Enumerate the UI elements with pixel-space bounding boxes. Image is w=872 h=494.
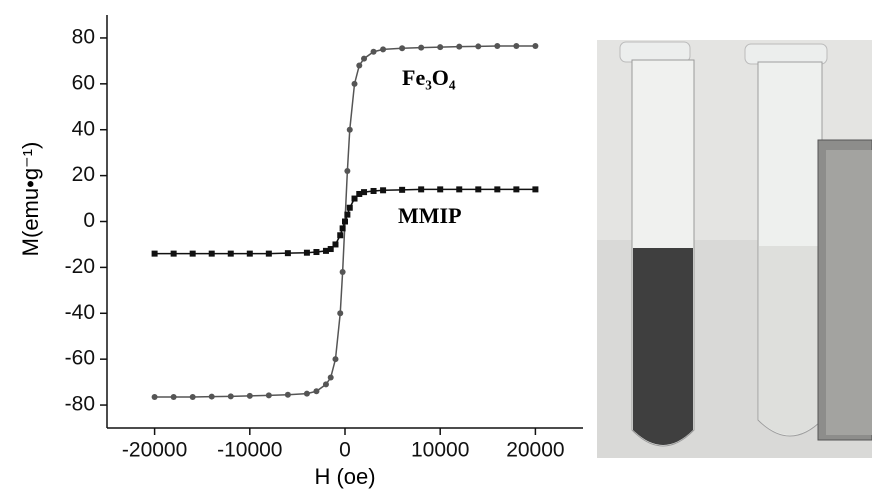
point — [246, 392, 253, 399]
point — [284, 391, 291, 398]
point — [327, 246, 334, 253]
point — [475, 186, 482, 193]
series-label: Fe₃O₄ — [402, 65, 456, 90]
y-axis-label: M(emu•g⁻¹) — [18, 142, 43, 257]
point — [475, 43, 482, 50]
point — [494, 42, 501, 49]
point — [339, 268, 346, 275]
point — [151, 250, 158, 257]
point — [151, 394, 158, 401]
point — [513, 186, 520, 193]
point — [337, 310, 344, 317]
point — [342, 218, 348, 225]
x-tick-label: 10000 — [411, 439, 469, 462]
point — [356, 190, 363, 197]
point — [337, 232, 344, 239]
point — [246, 250, 253, 257]
point — [456, 186, 463, 193]
x-tick-label: 0 — [339, 439, 351, 462]
point — [418, 44, 425, 51]
point — [322, 247, 329, 254]
point — [344, 168, 351, 175]
point — [322, 381, 329, 388]
point — [399, 186, 406, 193]
point — [351, 195, 358, 202]
point — [346, 126, 353, 133]
point — [361, 55, 368, 62]
y-tick-label: 20 — [72, 163, 95, 186]
point — [170, 250, 177, 257]
point — [494, 186, 501, 193]
x-tick-label: -10000 — [217, 439, 282, 462]
x-axis-label: H (oe) — [314, 464, 375, 489]
point — [346, 204, 353, 211]
point — [265, 250, 272, 257]
point — [227, 393, 234, 400]
y-tick-label: 40 — [72, 117, 95, 140]
x-tick-label: -20000 — [122, 439, 187, 462]
point — [332, 356, 339, 363]
point — [303, 390, 310, 397]
point — [437, 44, 444, 51]
point — [361, 189, 368, 196]
point — [313, 249, 320, 256]
point — [284, 250, 291, 257]
point — [532, 42, 539, 49]
point — [339, 225, 346, 232]
point — [313, 388, 320, 395]
y-tick-label: -40 — [65, 301, 95, 324]
point — [356, 62, 363, 69]
x-tick-label: 20000 — [506, 439, 564, 462]
point — [344, 211, 351, 218]
point — [227, 250, 234, 257]
y-tick-label: 80 — [72, 25, 95, 48]
point — [513, 42, 520, 49]
y-tick-label: 0 — [83, 209, 95, 232]
point — [456, 43, 463, 50]
point — [532, 186, 539, 193]
y-tick-label: 60 — [72, 71, 95, 94]
point — [351, 80, 358, 87]
point — [418, 186, 425, 193]
point — [437, 186, 444, 193]
series-label: MMIP — [398, 203, 462, 228]
point — [380, 46, 387, 53]
point — [327, 374, 334, 381]
point — [170, 394, 177, 401]
point — [208, 250, 215, 257]
point — [332, 241, 339, 248]
y-tick-label: -60 — [65, 347, 95, 370]
point — [370, 48, 377, 55]
point — [303, 249, 310, 256]
point — [208, 393, 215, 400]
y-tick-label: -80 — [65, 393, 95, 416]
point — [370, 187, 377, 194]
photo — [597, 40, 872, 458]
point — [380, 187, 387, 194]
y-tick-label: -20 — [65, 255, 95, 278]
point — [189, 250, 196, 257]
point — [189, 394, 196, 401]
point — [399, 45, 406, 52]
point — [265, 392, 272, 399]
